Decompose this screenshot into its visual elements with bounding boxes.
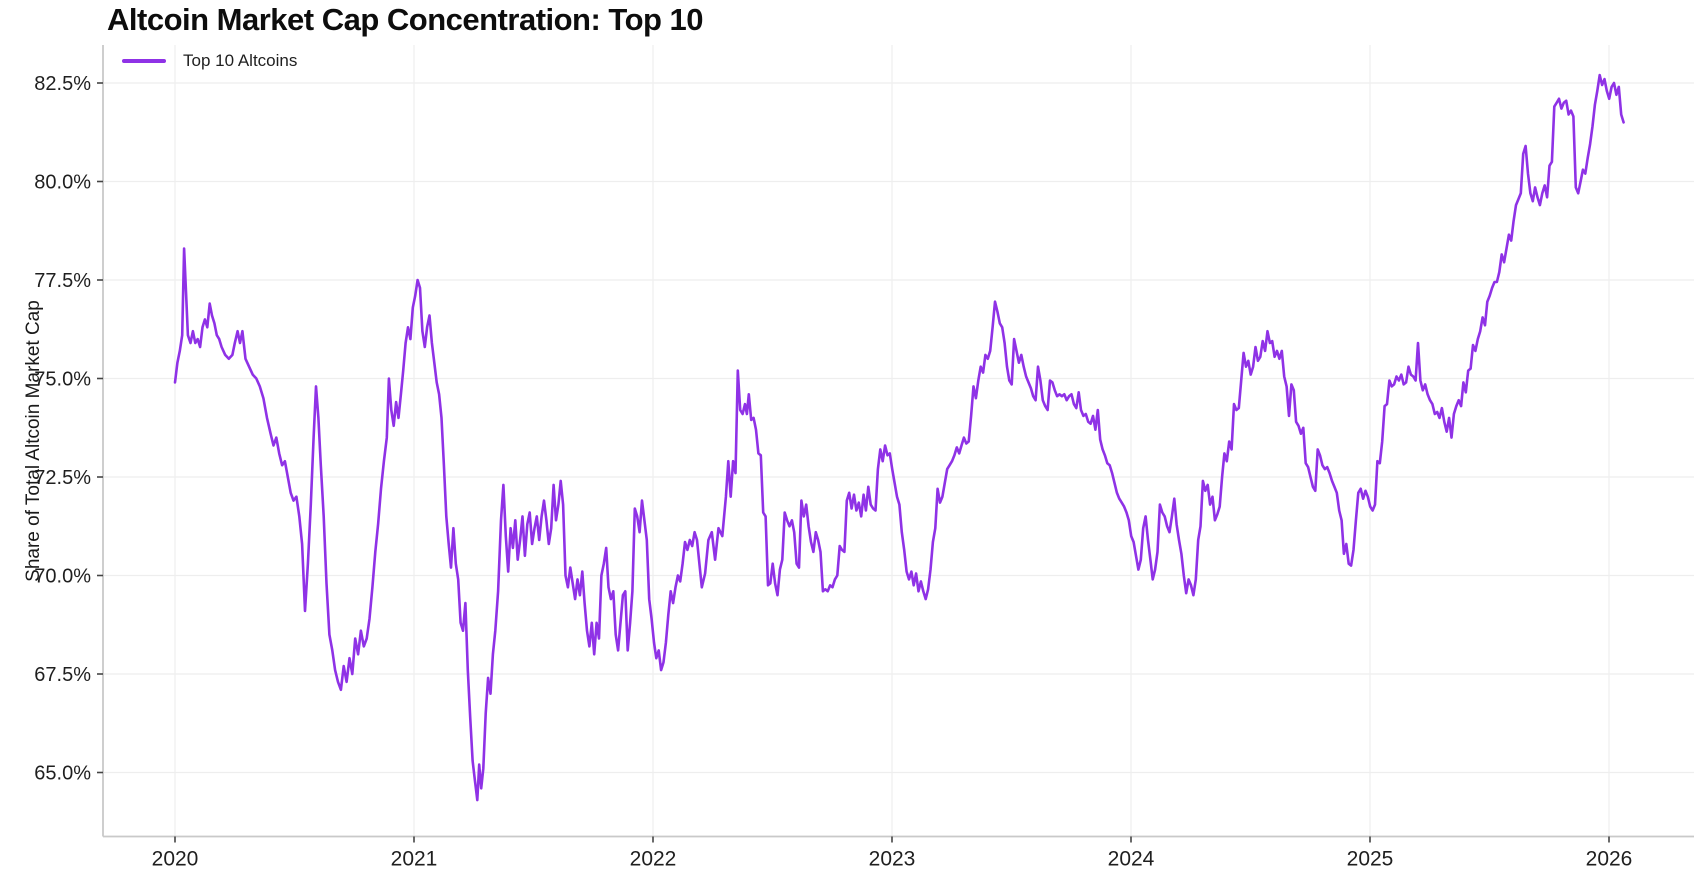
legend: Top 10 Altcoins <box>122 50 297 72</box>
x-tick-label: 2024 <box>1108 848 1155 871</box>
y-tick-label: 67.5% <box>34 664 91 686</box>
y-tick-label: 75.0% <box>34 369 91 391</box>
y-axis-title: Share of Total Altcoin Market Cap <box>23 300 44 582</box>
x-tick-label: 2025 <box>1347 848 1394 871</box>
legend-label: Top 10 Altcoins <box>183 51 298 70</box>
x-tick-label: 2026 <box>1586 848 1633 871</box>
top10-altcoins-line <box>173 73 1625 802</box>
chart-title: Altcoin Market Cap Concentration: Top 10 <box>107 2 704 37</box>
legend-line-swatch-icon <box>122 59 166 63</box>
x-tick-label: 2020 <box>152 848 199 871</box>
y-tick-label: 72.5% <box>34 467 91 489</box>
x-tick-label: 2023 <box>869 848 916 871</box>
y-tick-label: 80.0% <box>34 172 91 194</box>
y-tick-label: 77.5% <box>34 270 91 292</box>
x-tick-label: 2022 <box>630 848 677 871</box>
y-tick-label: 70.0% <box>34 566 91 588</box>
y-tick-label: 82.5% <box>34 73 91 95</box>
y-tick-label: 65.0% <box>34 763 91 785</box>
x-tick-label: 2021 <box>391 848 438 871</box>
